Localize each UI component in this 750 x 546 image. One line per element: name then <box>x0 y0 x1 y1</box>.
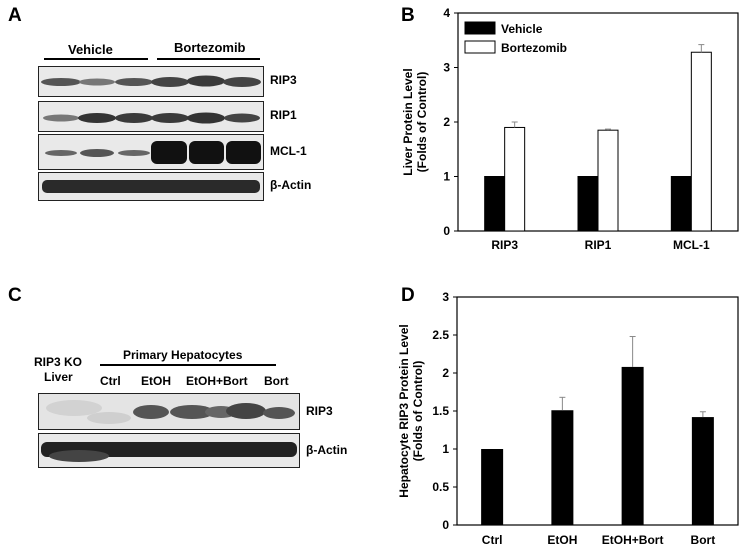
lane-label-etoh-bort: EtOH+Bort <box>186 374 248 388</box>
bar-d-2 <box>621 366 644 525</box>
lane-label-ctrl: Ctrl <box>100 374 121 388</box>
x-tick-label-d-3: Bort <box>691 533 716 546</box>
y-tick-label-d-0: 0 <box>442 518 449 532</box>
chart-d: 0 0.5 1 1.5 2 2.5 3 Ctrl EtOH EtOH+Bort Bort Hepato… <box>397 290 739 546</box>
bar-b-0-0 <box>484 176 506 232</box>
row-label-rip1: RIP1 <box>270 108 297 122</box>
blot-strip-mcl1 <box>38 134 264 170</box>
y-tick-label-b-2: 2 <box>443 115 450 129</box>
y-tick-label-d-4: 2 <box>442 366 449 380</box>
row-label-mcl1: MCL-1 <box>270 144 307 158</box>
y-axis-label-d-line2: (Folds of Control) <box>411 361 425 462</box>
panel-letter-d: D <box>401 285 415 306</box>
group-label-bortezomib: Bortezomib <box>174 40 246 55</box>
bar-b-0-2 <box>670 176 692 232</box>
row-label-actin: β-Actin <box>270 178 312 192</box>
x-tick-label-d-1: EtOH <box>547 533 577 546</box>
blot-strip-rip3 <box>38 66 264 97</box>
group-underline-bortezomib <box>157 58 260 60</box>
row-label-rip3: RIP3 <box>270 73 297 87</box>
blot-bands-actin <box>42 180 260 193</box>
y-tick-label-d-2: 1 <box>442 442 449 456</box>
y-axis-label-b-line1: Liver Protein Level <box>401 68 415 175</box>
blot-bands-rip1 <box>43 112 260 124</box>
x-tick-label-b-1: RIP1 <box>585 238 612 250</box>
y-tick-label-d-3: 1.5 <box>432 404 449 418</box>
blot-bands-c-actin <box>41 442 297 462</box>
panel-letter-a: A <box>8 5 22 26</box>
ko-label-line2: Liver <box>44 370 73 384</box>
group-underline-vehicle <box>44 58 148 60</box>
primary-hepatocytes-underline <box>100 364 276 366</box>
panel-letter-c: C <box>8 285 22 306</box>
x-tick-label-b-0: RIP3 <box>491 238 518 250</box>
blot-strip-c-actin <box>38 433 300 468</box>
bar-d-1 <box>551 410 574 525</box>
bar-d-0 <box>481 449 504 525</box>
primary-hepatocytes-label: Primary Hepatocytes <box>123 348 243 362</box>
chart-b: 0 1 2 3 4 RIP3 RIP1 MCL-1 Vehicle Bortezomib Liver… <box>401 6 739 250</box>
lane-label-bort: Bort <box>264 374 289 388</box>
ko-label-line1: RIP3 KO <box>34 355 83 369</box>
blot-strip-c-rip3 <box>38 393 300 430</box>
bar-d-3 <box>691 417 714 525</box>
blot-strip-actin <box>38 172 264 201</box>
bar-b-1-1 <box>597 129 619 232</box>
blot-bands-rip3 <box>41 75 261 87</box>
blot-strip-rip1 <box>38 101 264 132</box>
lane-label-etoh: EtOH <box>141 374 171 388</box>
c-row-label-rip3: RIP3 <box>306 404 333 418</box>
y-tick-label-d-6: 3 <box>442 290 449 304</box>
bar-b-1-0 <box>504 126 526 232</box>
legend-label-b-0: Vehicle <box>501 22 543 36</box>
y-tick-label-d-1: 0.5 <box>432 480 449 494</box>
x-tick-label-b-2: MCL-1 <box>673 238 710 250</box>
y-tick-label-d-5: 2.5 <box>432 328 449 342</box>
group-label-vehicle: Vehicle <box>68 42 113 57</box>
legend-swatch-b-0 <box>464 21 496 35</box>
x-tick-label-d-2: EtOH+Bort <box>602 533 664 546</box>
panel-letter-b: B <box>401 5 415 26</box>
blot-bands-c-rip3 <box>46 400 295 424</box>
y-tick-label-b-0: 0 <box>443 224 450 238</box>
y-tick-label-b-1: 1 <box>443 170 450 184</box>
y-tick-label-b-4: 4 <box>443 6 450 20</box>
blot-bands-mcl1 <box>45 141 261 164</box>
bar-b-0-1 <box>577 176 599 232</box>
x-tick-label-d-0: Ctrl <box>482 533 503 546</box>
legend-swatch-b-1 <box>464 40 496 54</box>
y-tick-label-b-3: 3 <box>443 61 450 75</box>
y-axis-label-b-line2: (Folds of Control) <box>415 72 429 173</box>
legend-label-b-1: Bortezomib <box>501 41 567 55</box>
c-row-label-actin: β-Actin <box>306 443 348 457</box>
bar-b-1-2 <box>690 51 712 232</box>
y-axis-label-d-line1: Hepatocyte RIP3 Protein Level <box>397 324 411 497</box>
